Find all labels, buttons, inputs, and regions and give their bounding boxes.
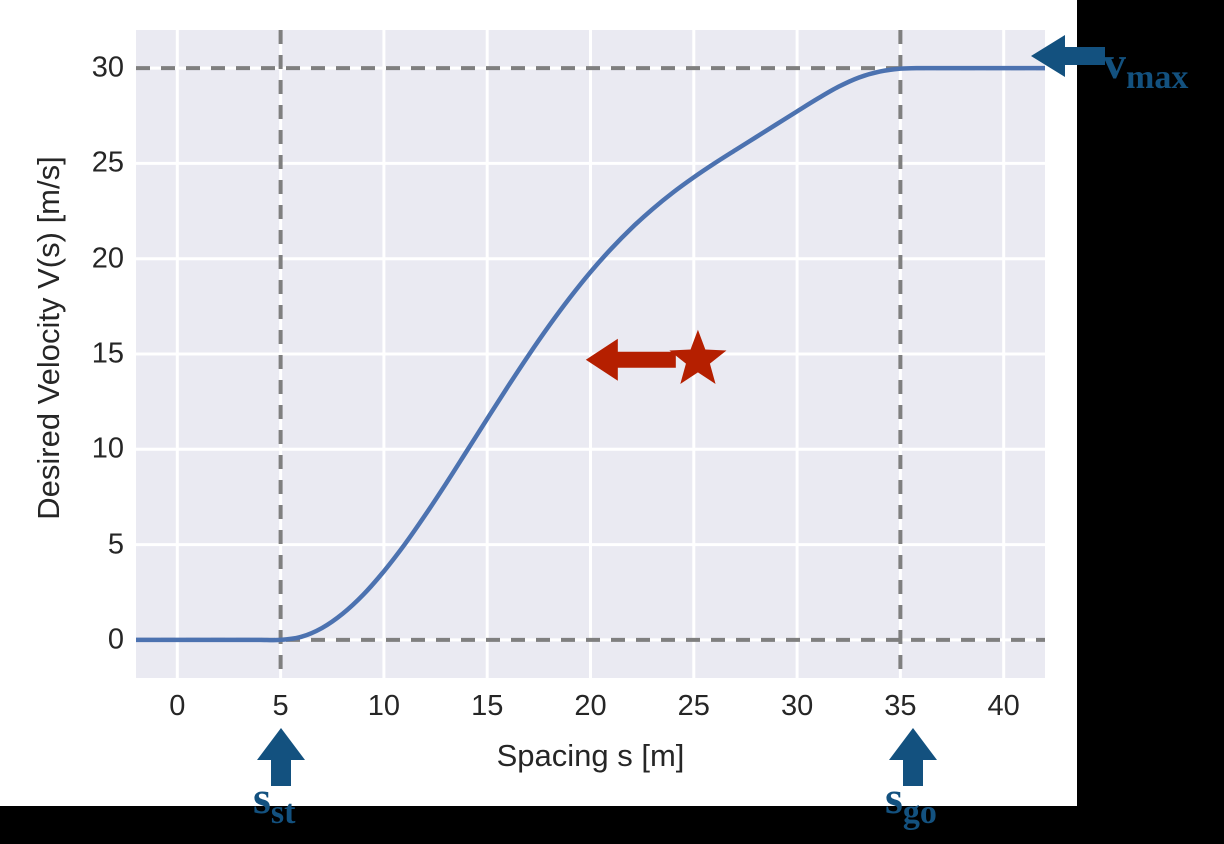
grid-lines: [136, 30, 1045, 678]
s-st-subscript: st: [270, 794, 296, 832]
s-go-subscript: go: [902, 794, 937, 832]
x-tick-label: 15: [471, 690, 504, 722]
in-plot-annotations: [585, 329, 727, 384]
y-tick-label: 0: [107, 623, 124, 656]
star-marker: [669, 329, 727, 384]
s-st-annotation-label: sst: [253, 775, 295, 830]
red-left-arrow: [585, 338, 676, 381]
plot-svg: [136, 30, 1045, 678]
x-tick-label: 40: [987, 690, 1020, 722]
y-tick-label: 10: [91, 432, 124, 465]
y-tick-label: 15: [91, 337, 124, 370]
s-go-base: s: [885, 772, 903, 823]
x-tick-label: 35: [884, 690, 917, 722]
figure-canvas: Desired Velocity V(s) [m/s] 0 5 10 15 20 25 30…: [0, 0, 1077, 806]
s-st-base: s: [253, 772, 271, 823]
x-tick-label: 20: [574, 690, 607, 722]
s-go-annotation-label: sgo: [885, 775, 937, 830]
y-tick-label: 25: [91, 146, 124, 179]
x-tick-label: 30: [780, 690, 814, 722]
y-tick-label: 20: [91, 242, 124, 275]
v-max-annotation-label: vmax: [1103, 40, 1188, 95]
x-axis-title: Spacing s [m]: [496, 738, 685, 773]
v-max-base: v: [1103, 37, 1126, 88]
data-series: [136, 65, 1045, 643]
x-tick-label: 25: [677, 690, 710, 722]
v-max-subscript: max: [1126, 59, 1189, 97]
x-tick-label: 0: [169, 690, 186, 722]
s-go-arrow-icon: [889, 728, 937, 786]
plot-area: [136, 30, 1045, 678]
y-axis-tick-labels: 0 5 10 15 20 25 30: [56, 30, 124, 678]
v-max-arrow-icon: [1031, 35, 1105, 77]
x-axis-tick-labels: 0 5 10 15 20 25 30 35 40: [136, 692, 1045, 732]
x-tick-label: 10: [367, 690, 401, 722]
x-tick-label: 5: [272, 690, 289, 722]
y-tick-label: 5: [107, 528, 124, 561]
y-tick-label: 30: [91, 51, 124, 84]
series-line-V(s): [136, 65, 1045, 643]
s-st-arrow-icon: [257, 728, 305, 786]
